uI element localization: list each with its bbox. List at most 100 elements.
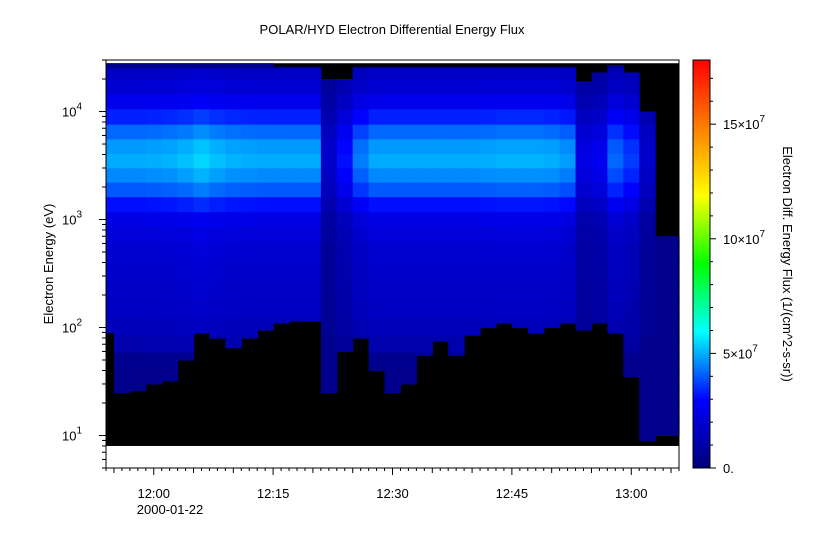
spectrogram-cell [304,79,322,95]
spectrogram-cell [575,317,593,331]
spectrogram-cell [320,108,338,125]
spectrogram-cell [543,299,561,319]
spectrogram-cell [193,67,211,81]
spectrogram-cell [639,436,656,442]
spectrogram-cell [543,261,561,282]
spectrogram-cell [400,153,417,169]
spectrogram-cell [161,352,179,369]
spectrogram-cell [623,317,640,337]
spectrogram-cell [209,281,226,301]
spectrogram-cell [511,226,529,244]
spectrogram-cell [145,281,163,301]
spectrogram-cell [129,196,147,213]
spectrogram-cell [129,335,147,353]
spectrogram-cell [352,79,370,95]
spectrogram-cell [145,352,163,369]
spectrogram-cell [543,182,561,198]
spectrogram-cell [384,281,402,301]
spectrogram-cell [384,79,402,95]
spectrogram-cell [241,93,258,110]
spectrogram-cell [145,167,163,183]
spectrogram-cell [591,108,608,125]
spectrogram-cell [257,124,274,140]
spectrogram-cell [416,79,433,95]
spectrogram-cell [543,281,561,301]
spectrogram-cell [591,211,608,227]
spectrogram-cell [639,182,656,198]
spectrogram-cell [352,66,370,69]
spectrogram-cell [209,93,226,110]
spectrogram-cell [527,317,545,334]
spectrogram-cell [607,93,624,110]
spectrogram-cell [655,281,672,301]
spectrogram-cell [304,66,322,69]
spectrogram-cell [543,67,561,81]
spectrogram-cell [304,153,322,169]
spectrogram-cell [639,368,656,386]
spectrogram-cell [655,317,672,337]
spectrogram-cell [106,93,115,110]
spectrogram-cell [113,63,131,69]
spectrogram-cell [623,226,640,244]
spectrogram-cell [400,93,417,110]
spectrogram-cell [320,211,338,227]
spectrogram-cell [273,182,290,198]
spectrogram-cell [241,281,258,301]
spectrogram-cell [559,242,577,263]
spectrogram-cell [145,335,163,353]
spectrogram-cell [352,153,370,169]
spectrogram-cell [177,352,195,361]
spectrogram-cell [209,124,226,140]
spectrogram-cell [209,335,226,339]
spectrogram-cell [106,63,115,69]
spectrogram-cell [304,108,322,125]
spectrogram-cell [480,153,497,169]
spectrogram-cell [527,66,545,69]
spectrogram-cell [225,211,242,227]
spectrogram-cell [432,182,449,198]
spectrogram-cell [559,167,577,183]
spectrogram-cell [607,138,624,154]
spectrogram-cell [671,242,680,263]
spectrogram-cell [623,196,640,213]
spectrogram-cell [384,196,402,213]
spectrogram-cell [193,182,211,198]
spectrogram-cell [336,124,354,140]
spectrogram-cell [304,211,322,227]
spectrogram-cell [464,138,481,154]
spectrogram-cell [559,281,577,301]
spectrogram-cell [575,211,593,227]
spectrogram-cell [241,196,258,213]
spectrogram-cell [591,281,608,301]
spectrogram-cell [432,108,449,125]
spectrogram-cell [527,153,545,169]
spectrogram-cell [368,79,386,95]
spectrogram-cell [257,196,274,213]
spectrogram-cell [623,368,640,378]
spectrogram-cell [257,182,274,198]
spectrogram-cell [480,67,497,81]
spectrogram-cell [320,352,338,369]
spectrogram-cell [432,196,449,213]
spectrogram-cell [241,182,258,198]
spectrogram-cell [511,242,529,263]
spectrogram-cell [400,226,417,244]
spectrogram-cell [336,261,354,282]
spectrogram-cell [639,242,656,263]
spectrogram-cell [416,226,433,244]
spectrogram-cell [495,281,513,301]
spectrogram-cell [177,226,195,244]
spectrogram-cell [607,153,624,169]
spectrogram-cell [304,67,322,81]
spectrogram-cell [113,335,131,353]
colorbar-tick-label: 15×107 [723,114,766,132]
spectrogram-cell [432,79,449,95]
spectrogram-cell [241,261,258,282]
spectrogram-cell [432,261,449,282]
spectrogram-cell [106,299,115,319]
spectrogram-cell [416,261,433,282]
spectrogram-cell [448,261,465,282]
spectrogram-cell [106,226,115,244]
spectrogram-cell [527,79,545,95]
